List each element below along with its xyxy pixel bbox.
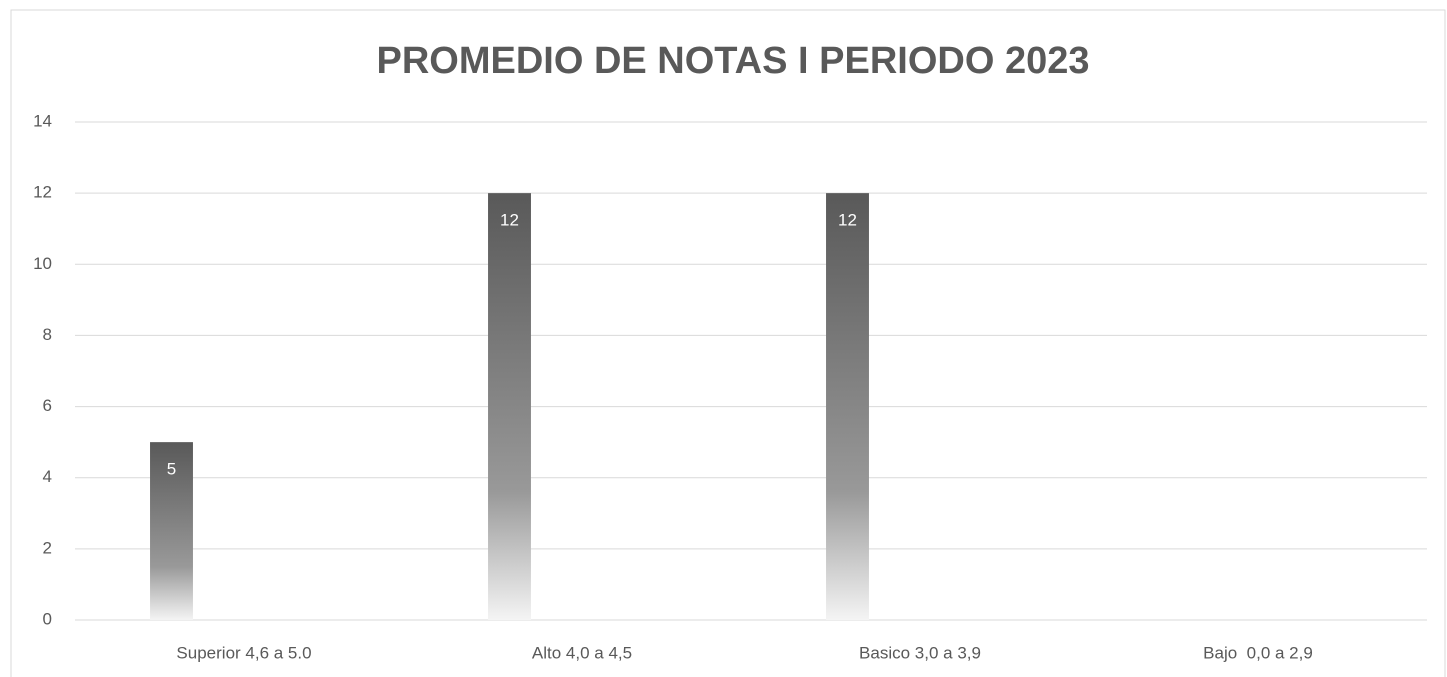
y-tick-label: 2 — [43, 538, 52, 557]
y-tick-label: 4 — [43, 467, 52, 486]
y-tick-label: 6 — [43, 396, 52, 415]
chart-title: PROMEDIO DE NOTAS I PERIODO 2023 — [376, 40, 1089, 82]
x-tick-label: Alto 4,0 a 4,5 — [532, 643, 632, 662]
bar — [488, 193, 531, 620]
y-tick-label: 0 — [43, 609, 52, 628]
y-tick-label: 10 — [33, 254, 52, 273]
data-label: 12 — [500, 211, 519, 230]
chart-frame — [10, 9, 1446, 677]
x-tick-label: Basico 3,0 a 3,9 — [859, 643, 981, 662]
data-label: 5 — [167, 460, 176, 479]
x-tick-label: Bajo 0,0 a 2,9 — [1203, 643, 1313, 662]
y-tick-label: 14 — [33, 111, 52, 130]
data-label: 12 — [838, 211, 857, 230]
bar — [150, 442, 193, 620]
y-tick-label: 8 — [43, 325, 52, 344]
y-tick-label: 12 — [33, 183, 52, 202]
bar — [826, 193, 869, 620]
x-tick-label: Superior 4,6 a 5.0 — [176, 643, 311, 662]
